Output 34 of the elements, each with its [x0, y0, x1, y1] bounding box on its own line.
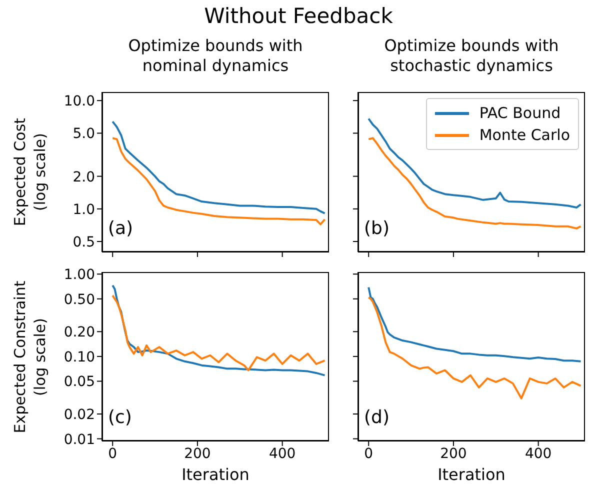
x-tick-label: 200: [184, 446, 211, 462]
legend-label: Monte Carlo: [479, 125, 570, 146]
chart-subtitle: Optimize bounds with nominal dynamics: [127, 36, 304, 76]
chart-subtitle: Optimize bounds with stochastic dynamics: [383, 36, 560, 76]
x-axis-title: Iteration: [180, 465, 250, 484]
annotation: (d): [364, 407, 390, 428]
y-tick-label: 5.0: [72, 126, 95, 142]
y-tick-label: 0.10: [64, 349, 95, 366]
x-tick-label: 0: [108, 446, 118, 462]
annotation: (b): [364, 218, 390, 239]
annotation: (c): [108, 407, 132, 428]
y-tick-label: 0.20: [64, 324, 95, 341]
y-tick-label: 0.50: [64, 292, 95, 308]
annotation: (a): [108, 218, 134, 239]
y-tick-label: 0.02: [64, 406, 95, 423]
y-axis-title: Expected Constraint (log scale): [10, 279, 50, 435]
y-axis-title: Expected Cost (log scale): [10, 116, 50, 228]
y-tick-label: 0.01: [64, 432, 95, 448]
y-tick-label: 0.5: [72, 234, 95, 250]
x-tick-label: 0: [364, 446, 374, 462]
x-tick-label: 400: [524, 446, 552, 462]
legend-label: PAC Bound: [479, 103, 561, 124]
y-tick-label: 1.00: [64, 267, 95, 284]
x-tick-label: 200: [440, 446, 467, 462]
y-tick-label: 2.0: [72, 169, 95, 186]
y-tick-label: 0.05: [64, 374, 95, 390]
y-tick-label: 10.0: [64, 94, 95, 110]
y-tick-label: 1.0: [72, 202, 95, 218]
line-series: [112, 294, 326, 372]
chart-title: Without Feedback: [203, 4, 394, 28]
x-tick-label: 400: [268, 446, 296, 462]
line-series: [112, 120, 326, 214]
line-series: [112, 284, 326, 376]
x-axis-title: Iteration: [436, 465, 506, 484]
